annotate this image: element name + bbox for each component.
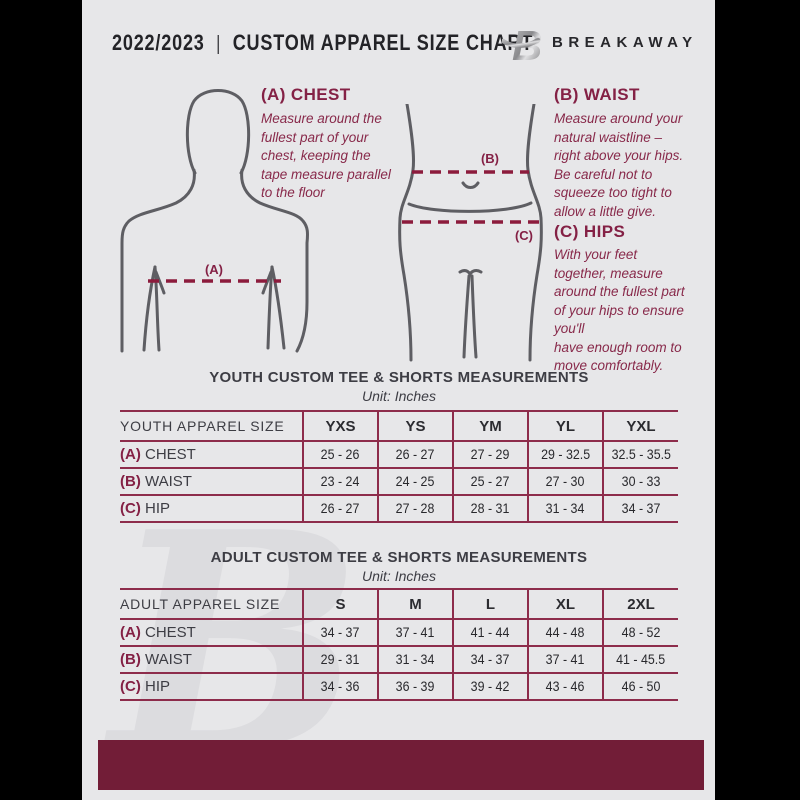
chest-section-heading: (A) CHEST [261,85,351,104]
size-col-header: M [377,588,453,620]
cell: 27 - 29 [452,440,528,469]
cell: 27 - 28 [377,494,453,523]
table-row: (C) HIP 34 - 36 36 - 39 39 - 42 43 - 46 … [120,672,678,701]
adult-size-table: ADULT APPAREL SIZE S M L XL 2XL (A) CHES… [120,588,678,701]
row-prefix: (A) [120,624,141,641]
hips-section-heading: (C) HIPS [554,222,626,241]
adult-size-label: ADULT APPAREL SIZE [120,588,303,620]
youth-size-table: YOUTH APPAREL SIZE YXS YS YM YL YXL (A) … [120,410,678,523]
size-col-header: L [452,588,528,620]
cell: 27 - 30 [527,467,603,496]
cell: 25 - 27 [452,467,528,496]
left-black-bar [0,0,82,800]
right-black-bar [715,0,800,800]
youth-size-label: YOUTH APPAREL SIZE [120,410,303,442]
row-label-text: WAIST [145,651,192,668]
hips-section-instructions: With your feet together, measure around … [554,247,685,373]
row-prefix: (B) [120,473,141,490]
size-col-header: YM [452,410,528,442]
size-col-header: 2XL [602,588,678,620]
row-label-text: CHEST [145,624,196,641]
cell: 29 - 32.5 [527,440,603,469]
hips-figure-label: (C) [515,228,533,243]
row-prefix: (B) [120,651,141,668]
row-label: (B) WAIST [120,467,303,496]
waist-section-heading: (B) WAIST [554,85,640,104]
brand-name: BREAKAWAY [552,34,698,51]
table-row: (C) HIP 26 - 27 27 - 28 28 - 31 31 - 34 … [120,494,678,523]
cell: 26 - 27 [302,494,378,523]
adult-table-title: ADULT CUSTOM TEE & SHORTS MEASUREMENTS [210,549,588,566]
chest-figure: (A) [120,89,309,353]
cell: 41 - 45.5 [602,645,678,674]
size-col-header: S [302,588,378,620]
cell: 29 - 31 [302,645,378,674]
cell: 32.5 - 35.5 [602,440,678,469]
cell: 36 - 39 [377,672,453,701]
table-row: (A) CHEST 34 - 37 37 - 41 41 - 44 44 - 4… [120,618,678,647]
waist-figure-label: (B) [481,151,499,166]
breakaway-b-logo-icon: B [502,22,542,68]
cell: 39 - 42 [452,672,528,701]
size-col-header: YXL [602,410,678,442]
cell: 46 - 50 [602,672,678,701]
cell: 25 - 26 [302,440,378,469]
page-header: 2022/2023 | CUSTOM APPAREL SIZE CHART [112,30,533,56]
cell: 44 - 48 [527,618,603,647]
footer-accent-bar [98,740,704,790]
cell: 41 - 44 [452,618,528,647]
row-prefix: (C) [120,678,141,695]
waist-section-instructions: Measure around your natural waistline – … [554,111,684,219]
size-chart-page: 2022/2023 | CUSTOM APPAREL SIZE CHART B … [82,0,715,800]
table-row: (B) WAIST 29 - 31 31 - 34 34 - 37 37 - 4… [120,645,678,674]
table-header-row: YOUTH APPAREL SIZE YXS YS YM YL YXL [120,410,678,442]
cell: 26 - 27 [377,440,453,469]
cell: 37 - 41 [377,618,453,647]
row-label: (A) CHEST [120,440,303,469]
cell: 34 - 36 [302,672,378,701]
page-title: CUSTOM APPAREL SIZE CHART [232,30,534,55]
row-label: (A) CHEST [120,618,303,647]
cell: 34 - 37 [602,494,678,523]
cell: 34 - 37 [452,645,528,674]
chest-section-instructions: Measure around the fullest part of your … [261,111,391,200]
cell: 34 - 37 [302,618,378,647]
row-prefix: (C) [120,500,141,517]
cell: 31 - 34 [377,645,453,674]
chest-figure-label: (A) [205,262,223,277]
size-col-header: XL [527,588,603,620]
row-label: (C) HIP [120,494,303,523]
table-row: (A) CHEST 25 - 26 26 - 27 27 - 29 29 - 3… [120,440,678,469]
size-col-header: YL [527,410,603,442]
cell: 48 - 52 [602,618,678,647]
youth-table-unit: Unit: Inches [362,388,436,404]
waist-hips-figure: (B) (C) [398,104,543,362]
cell: 28 - 31 [452,494,528,523]
cell: 43 - 46 [527,672,603,701]
row-label-text: HIP [145,678,171,695]
cell: 37 - 41 [527,645,603,674]
row-label-text: HIP [145,500,171,517]
row-label-text: WAIST [145,473,192,490]
row-prefix: (A) [120,446,141,463]
size-col-header: YS [377,410,453,442]
table-header-row: ADULT APPAREL SIZE S M L XL 2XL [120,588,678,620]
youth-table-title: YOUTH CUSTOM TEE & SHORTS MEASUREMENTS [209,369,589,386]
header-divider: | [216,33,222,55]
adult-table-unit: Unit: Inches [362,568,436,584]
cell: 30 - 33 [602,467,678,496]
edition-label: 2022/2023 [112,30,205,55]
size-col-header: YXS [302,410,378,442]
table-row: (B) WAIST 23 - 24 24 - 25 25 - 27 27 - 3… [120,467,678,496]
row-label: (C) HIP [120,672,303,701]
cell: 24 - 25 [377,467,453,496]
row-label: (B) WAIST [120,645,303,674]
cell: 23 - 24 [302,467,378,496]
row-label-text: CHEST [145,446,196,463]
cell: 31 - 34 [527,494,603,523]
